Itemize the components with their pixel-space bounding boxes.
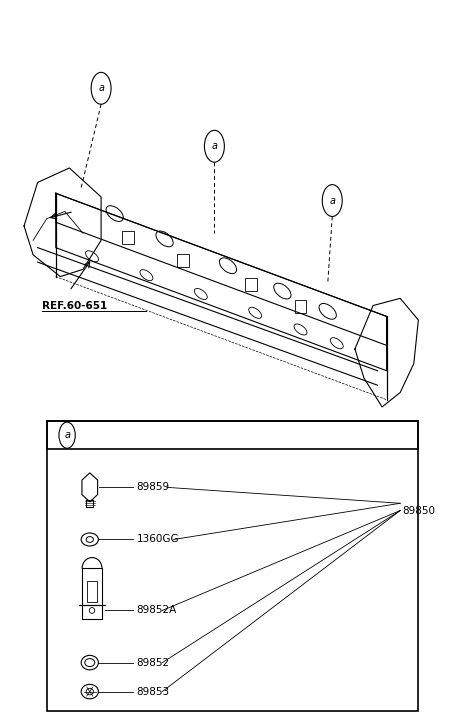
Text: a: a bbox=[211, 141, 217, 151]
Bar bbox=[46, 422, 417, 449]
Bar bbox=[86, 582, 97, 602]
Text: a: a bbox=[98, 84, 104, 93]
Text: 89853: 89853 bbox=[136, 686, 169, 696]
Text: 89859: 89859 bbox=[136, 482, 169, 492]
Bar bbox=[46, 422, 417, 711]
Text: a: a bbox=[64, 430, 70, 440]
Text: 1360GG: 1360GG bbox=[136, 534, 179, 545]
Text: a: a bbox=[329, 196, 334, 206]
Text: REF.60-651: REF.60-651 bbox=[42, 301, 107, 311]
Text: 89852A: 89852A bbox=[136, 606, 176, 616]
Text: 89852: 89852 bbox=[136, 658, 169, 667]
Text: 89850: 89850 bbox=[402, 505, 435, 515]
